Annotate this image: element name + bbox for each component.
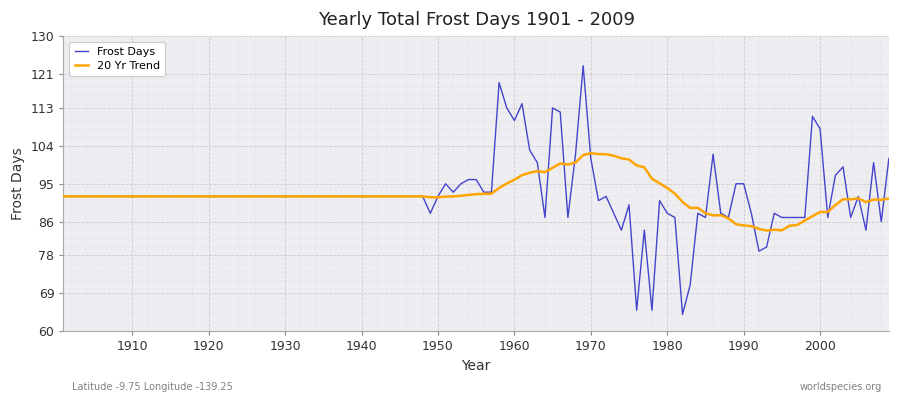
X-axis label: Year: Year — [462, 359, 490, 373]
20 Yr Trend — [119, 194, 130, 199]
20 Yr Trend — [501, 181, 512, 186]
Text: Latitude -9.75 Longitude -139.25: Latitude -9.75 Longitude -139.25 — [72, 382, 233, 392]
Frost Days — [578, 63, 589, 68]
20 Yr Trend — [509, 177, 520, 182]
Text: worldspecies.org: worldspecies.org — [800, 382, 882, 392]
Frost Days — [287, 194, 298, 199]
20 Yr Trend — [884, 196, 895, 201]
Frost Days — [677, 312, 688, 317]
Frost Days — [119, 194, 130, 199]
Line: Frost Days: Frost Days — [63, 66, 889, 314]
Line: 20 Yr Trend: 20 Yr Trend — [63, 153, 889, 230]
Y-axis label: Frost Days: Frost Days — [11, 147, 25, 220]
Frost Days — [884, 156, 895, 161]
Legend: Frost Days, 20 Yr Trend: Frost Days, 20 Yr Trend — [69, 42, 166, 76]
Frost Days — [333, 194, 344, 199]
20 Yr Trend — [761, 228, 772, 233]
20 Yr Trend — [608, 153, 619, 158]
Frost Days — [608, 211, 619, 216]
20 Yr Trend — [287, 194, 298, 199]
Title: Yearly Total Frost Days 1901 - 2009: Yearly Total Frost Days 1901 - 2009 — [318, 11, 634, 29]
20 Yr Trend — [58, 194, 68, 199]
20 Yr Trend — [333, 194, 344, 199]
Frost Days — [509, 118, 520, 123]
20 Yr Trend — [585, 151, 596, 156]
Frost Days — [501, 106, 512, 110]
Frost Days — [58, 194, 68, 199]
